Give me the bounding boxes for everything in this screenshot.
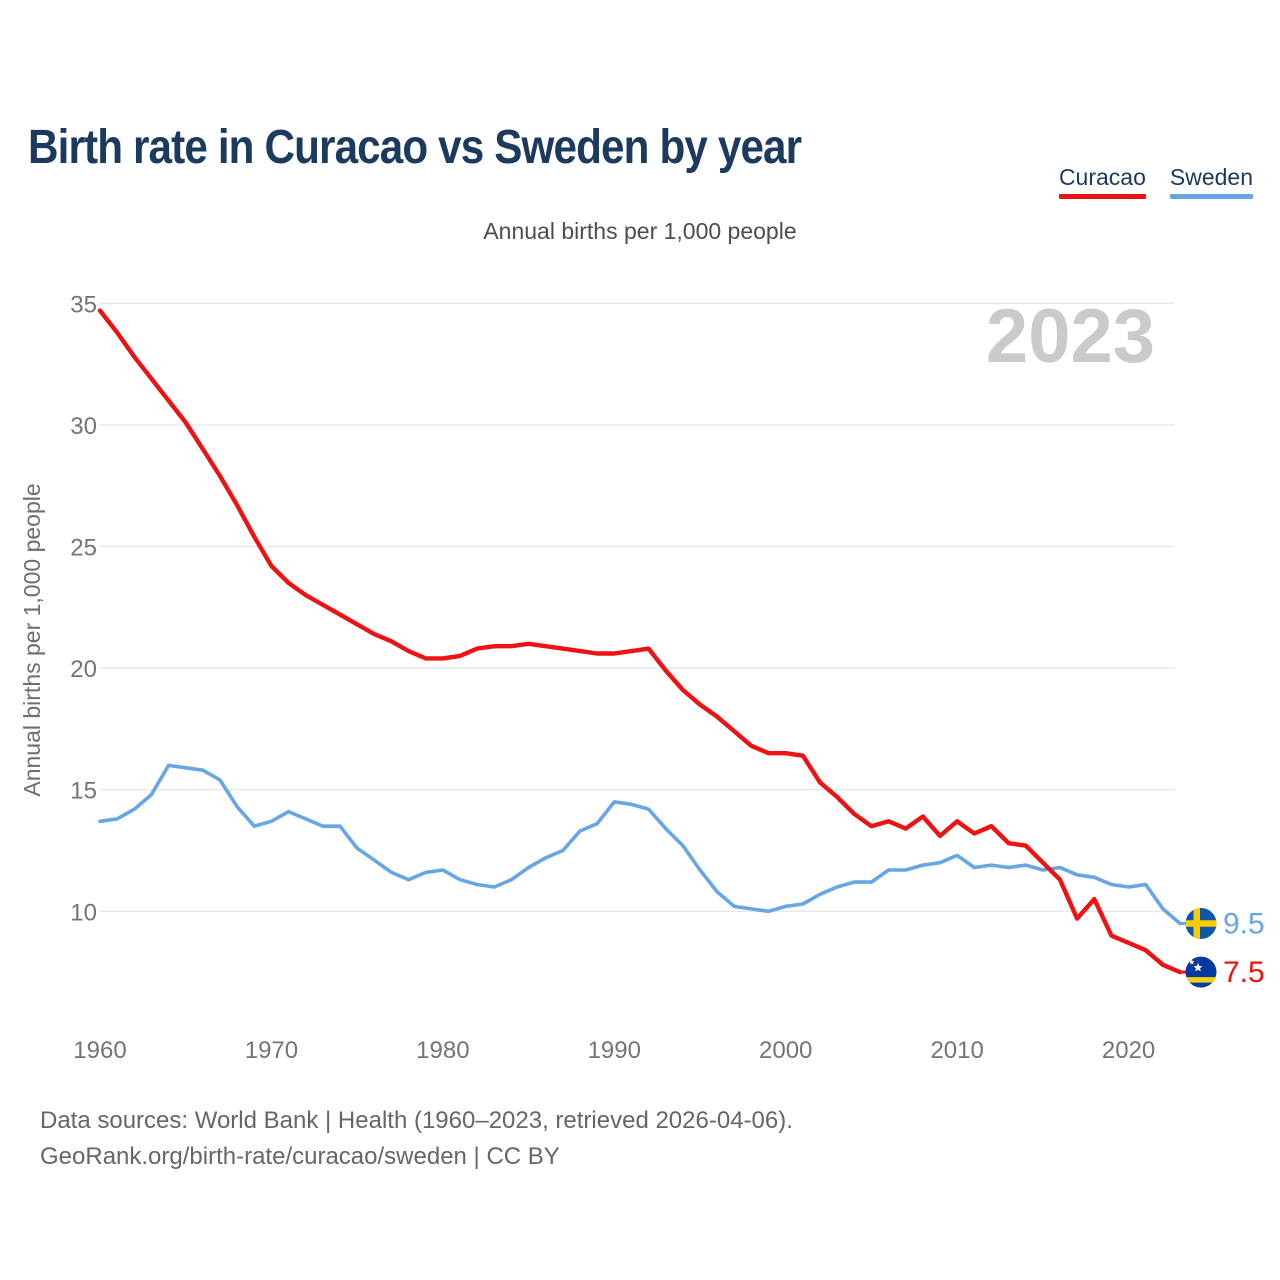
y-tick-label-35: 35	[70, 291, 97, 318]
legend-item-sweden[interactable]: Sweden	[1169, 164, 1253, 199]
y-axis-title: Annual births per 1,000 people	[19, 483, 45, 796]
legend-label-sweden: Sweden	[1169, 164, 1253, 190]
x-tick-label-1990: 1990	[588, 1037, 641, 1064]
chart-subtitle: Annual births per 1,000 people	[483, 218, 797, 244]
legend-underline-sweden	[1169, 194, 1253, 199]
y-tick-label-15: 15	[70, 778, 97, 805]
legend: Curacao Sweden	[1058, 164, 1253, 199]
x-tick-label-2010: 2010	[930, 1037, 983, 1064]
flag-curacao-icon	[1185, 956, 1217, 988]
legend-underline-curacao	[1058, 194, 1146, 199]
y-tick-label-10: 10	[70, 899, 97, 926]
series-line-sweden	[98, 763, 1182, 926]
x-tick-label-1960: 1960	[73, 1037, 126, 1064]
x-tick-label-1970: 1970	[245, 1037, 298, 1064]
y-tick-label-20: 20	[70, 656, 97, 683]
legend-item-curacao[interactable]: Curacao	[1058, 164, 1146, 199]
x-tick-label-2000: 2000	[759, 1037, 812, 1064]
series-line-curacao	[97, 308, 1183, 975]
y-tick-label-25: 25	[70, 535, 97, 562]
page-title: Birth rate in Curacao vs Sweden by year	[28, 121, 802, 175]
flag-sweden-icon	[1185, 907, 1217, 939]
footer-attribution-line: GeoRank.org/birth-rate/curacao/sweden | …	[40, 1143, 560, 1170]
watermark-year: 2023	[986, 294, 1155, 379]
footer: Data sources: World Bank | Health (1960–…	[40, 1103, 793, 1175]
end-value-label-sweden: 9.5	[1223, 907, 1265, 940]
x-tick-label-1980: 1980	[416, 1037, 469, 1064]
x-tick-label-2020: 2020	[1102, 1037, 1155, 1064]
end-value-label-curacao: 7.5	[1223, 956, 1265, 989]
footer-sources-line: Data sources: World Bank | Health (1960–…	[40, 1107, 793, 1134]
y-tick-label-30: 30	[70, 413, 97, 440]
legend-label-curacao: Curacao	[1058, 164, 1146, 190]
